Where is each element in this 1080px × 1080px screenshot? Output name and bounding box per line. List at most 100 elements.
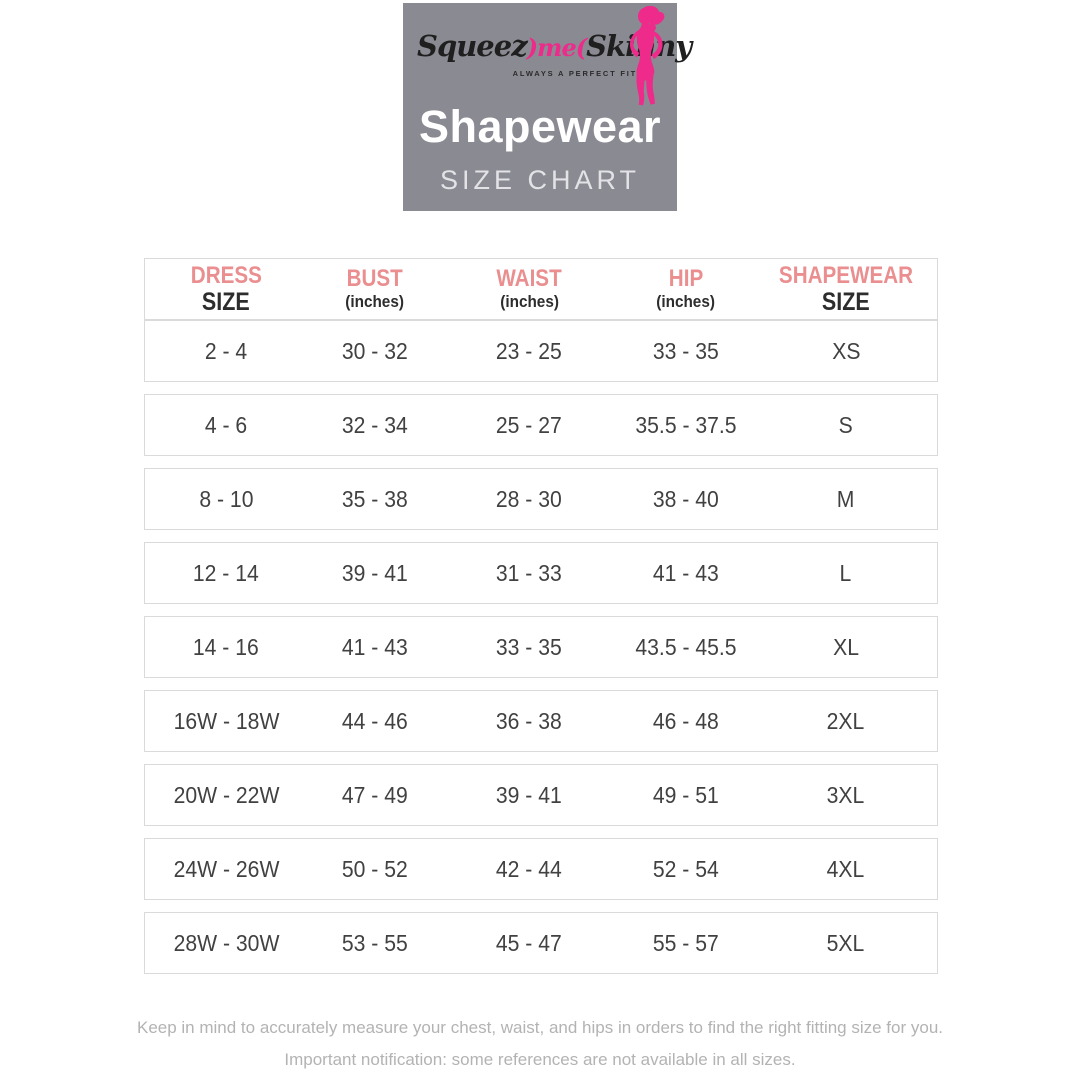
table-cell-value: 39 - 41: [341, 559, 408, 586]
table-row: 16W - 18W 44 - 46 36 - 38 46 - 48 2XL: [144, 690, 938, 752]
table-cell-value: 46 - 48: [652, 707, 719, 734]
logo-word-me: )me(: [526, 33, 587, 62]
table-cell-value: 41 - 43: [341, 633, 408, 660]
table-cell-value: 35 - 38: [341, 485, 408, 512]
table-cell: 43.5 - 45.5: [616, 634, 755, 661]
table-row: 14 - 16 41 - 43 33 - 35 43.5 - 45.5 XL: [144, 616, 938, 678]
table-cell: 45 - 47: [442, 930, 616, 957]
table-cell: 49 - 51: [616, 782, 755, 809]
table-cell: 38 - 40: [616, 486, 755, 513]
table-cell: 24W - 26W: [145, 856, 307, 883]
table-cell: 47 - 49: [307, 782, 442, 809]
brand-logo: Squeez)me(Skinny ALWAYS A PERFECT FIT: [403, 3, 692, 109]
table-cell-value: 24W - 26W: [173, 855, 280, 882]
brand-header: Squeez)me(Skinny ALWAYS A PERFECT FIT Sh…: [403, 3, 692, 211]
table-cell: 35 - 38: [307, 486, 442, 513]
table-cell-value: 20W - 22W: [173, 781, 280, 808]
table-cell: 8 - 10: [145, 486, 307, 513]
footer-notes: Keep in mind to accurately measure your …: [0, 1012, 1080, 1076]
table-cell: 5XL: [755, 930, 937, 957]
table-cell: 2XL: [755, 708, 937, 735]
table-cell-value: 4 - 6: [204, 411, 248, 438]
table-cell: 16W - 18W: [145, 708, 307, 735]
table-cell: S: [755, 412, 937, 439]
table-cell: XS: [755, 338, 937, 365]
table-cell: 39 - 41: [442, 782, 616, 809]
table-cell: 25 - 27: [442, 412, 616, 439]
table-cell: 52 - 54: [616, 856, 755, 883]
table-cell-value: 14 - 16: [193, 633, 260, 660]
column-header-shapewear-size: SHAPEWEAR SIZE: [778, 262, 913, 316]
table-cell: 32 - 34: [307, 412, 442, 439]
table-row: 2 - 4 30 - 32 23 - 25 33 - 35 XS: [144, 320, 938, 382]
page-title: Shapewear: [418, 101, 662, 152]
table-cell-value: 12 - 14: [193, 559, 260, 586]
table-cell: 55 - 57: [616, 930, 755, 957]
table-cell-value: 36 - 38: [496, 707, 563, 734]
table-cell-value: 45 - 47: [496, 929, 563, 956]
table-cell-value: 41 - 43: [652, 559, 719, 586]
table-cell-value: M: [837, 485, 855, 512]
table-cell: 28W - 30W: [145, 930, 307, 957]
table-cell: M: [755, 486, 937, 513]
column-header-bust: BUST (inches): [345, 265, 405, 312]
logo-tagline: ALWAYS A PERFECT FIT: [512, 69, 637, 78]
table-row: 28W - 30W 53 - 55 45 - 47 55 - 57 5XL: [144, 912, 938, 974]
table-cell: 50 - 52: [307, 856, 442, 883]
table-cell-value: XL: [832, 633, 859, 660]
table-header-row: DRESS SIZE BUST (inches) WAIST (inches) …: [144, 258, 938, 320]
column-header-dress-size: DRESS SIZE: [190, 262, 262, 316]
table-cell: 20W - 22W: [145, 782, 307, 809]
table-cell-value: 38 - 40: [652, 485, 719, 512]
table-cell-value: L: [839, 559, 852, 586]
table-cell: 41 - 43: [616, 560, 755, 587]
table-cell-value: 44 - 46: [341, 707, 408, 734]
table-cell-value: 52 - 54: [652, 855, 719, 882]
table-cell: 4XL: [755, 856, 937, 883]
logo-word-squeez: Squeez: [417, 29, 528, 63]
table-cell-value: XS: [831, 337, 861, 364]
table-cell: 36 - 38: [442, 708, 616, 735]
table-cell: 44 - 46: [307, 708, 442, 735]
table-cell: 30 - 32: [307, 338, 442, 365]
page-subtitle: SIZE CHART: [439, 165, 641, 195]
table-cell-value: 50 - 52: [341, 855, 408, 882]
size-chart-table: DRESS SIZE BUST (inches) WAIST (inches) …: [144, 258, 938, 974]
table-cell: 28 - 30: [442, 486, 616, 513]
table-cell: 3XL: [755, 782, 937, 809]
table-cell: 41 - 43: [307, 634, 442, 661]
table-cell: 33 - 35: [616, 338, 755, 365]
table-cell-value: 16W - 18W: [173, 707, 280, 734]
logo-wordmark: Squeez)me(Skinny: [417, 29, 692, 63]
table-row: 20W - 22W 47 - 49 39 - 41 49 - 51 3XL: [144, 764, 938, 826]
woman-silhouette-icon: [629, 5, 665, 106]
table-cell: 31 - 33: [442, 560, 616, 587]
table-cell-value: 5XL: [827, 929, 865, 956]
footer-note-measure: Keep in mind to accurately measure your …: [136, 1018, 943, 1037]
table-cell-value: 33 - 35: [496, 633, 563, 660]
table-cell-value: 49 - 51: [652, 781, 719, 808]
table-cell-value: 8 - 10: [199, 485, 254, 512]
table-cell: 23 - 25: [442, 338, 616, 365]
table-row: 24W - 26W 50 - 52 42 - 44 52 - 54 4XL: [144, 838, 938, 900]
table-cell-value: 3XL: [827, 781, 865, 808]
table-cell: 42 - 44: [442, 856, 616, 883]
footer-note-availability: Important notification: some references …: [284, 1050, 796, 1069]
table-cell: 14 - 16: [145, 634, 307, 661]
table-cell: 35.5 - 37.5: [616, 412, 755, 439]
table-cell: L: [755, 560, 937, 587]
table-cell-value: 30 - 32: [341, 337, 408, 364]
table-cell-value: 55 - 57: [652, 929, 719, 956]
table-cell: 39 - 41: [307, 560, 442, 587]
table-cell: 33 - 35: [442, 634, 616, 661]
table-cell-value: 23 - 25: [496, 337, 563, 364]
table-cell-value: 25 - 27: [496, 411, 563, 438]
table-row: 8 - 10 35 - 38 28 - 30 38 - 40 M: [144, 468, 938, 530]
table-cell: 53 - 55: [307, 930, 442, 957]
table-cell-value: 33 - 35: [652, 337, 719, 364]
table-cell-value: 2XL: [827, 707, 865, 734]
table-cell-value: S: [838, 411, 853, 438]
table-cell-value: 28W - 30W: [173, 929, 280, 956]
table-cell-value: 47 - 49: [341, 781, 408, 808]
table-cell: XL: [755, 634, 937, 661]
